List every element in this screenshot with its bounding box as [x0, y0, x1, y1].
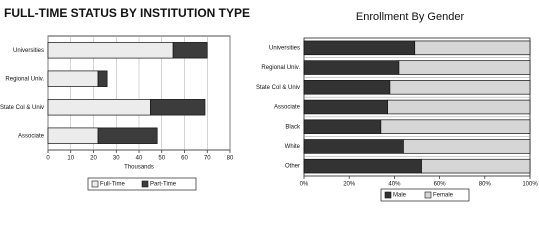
x-tick-label: 10 — [67, 156, 74, 162]
y-tick-label: Universities — [13, 48, 44, 54]
legend-frame — [87, 177, 197, 191]
x-tick-label: 80 — [227, 156, 234, 162]
legend-label: Part-Time — [150, 182, 177, 188]
x-tick-label: 0% — [300, 182, 309, 188]
x-tick-label: 60% — [434, 182, 447, 188]
bar — [380, 119, 531, 134]
legend-label: Male — [393, 193, 407, 199]
x-tick-label: 20% — [343, 182, 356, 188]
x-axis-label: Thousands — [124, 165, 154, 171]
bar — [403, 139, 531, 154]
x-tick-label: 70 — [204, 156, 211, 162]
page: FULL-TIME STATUS BY INSTITUTION TYPE Enr… — [0, 6, 538, 202]
bar — [303, 119, 382, 134]
y-tick-label: State Col & Univ — [256, 85, 300, 91]
bar — [303, 158, 422, 174]
y-tick-label: Universities — [269, 45, 300, 51]
y-tick-label: Black — [285, 124, 301, 130]
x-tick-label: 100% — [522, 182, 538, 188]
bar — [303, 60, 400, 75]
x-tick-label: 40% — [388, 182, 401, 188]
y-tick-label: White — [285, 144, 301, 150]
bar — [303, 40, 416, 56]
y-tick-label: Other — [285, 164, 300, 170]
chart-title: Enrollment By Gender — [356, 11, 465, 23]
legend-swatch — [384, 191, 392, 199]
y-tick-label: Associate — [274, 105, 301, 111]
y-tick-label: Regional Univ. — [5, 76, 44, 82]
bar — [414, 40, 531, 56]
x-tick-label: 30 — [113, 156, 120, 162]
bar — [47, 70, 99, 87]
x-tick-label: 20 — [90, 156, 97, 162]
bar — [172, 42, 208, 59]
y-tick-label: Regional Univ. — [261, 65, 300, 71]
bar — [47, 99, 151, 116]
legend-swatch — [91, 180, 99, 188]
bar — [421, 158, 531, 174]
x-tick-label: 60 — [181, 156, 188, 162]
bar — [398, 60, 531, 75]
y-tick-label: State Col & Univ — [0, 105, 44, 111]
bar — [303, 80, 391, 95]
bar — [150, 99, 206, 116]
legend-frame — [380, 188, 470, 202]
legend-swatch — [424, 191, 432, 199]
bar — [303, 99, 388, 115]
bar — [303, 139, 404, 154]
bar — [47, 42, 174, 59]
legend-swatch — [141, 180, 149, 188]
x-tick-label: 50 — [158, 156, 165, 162]
chart-title: FULL-TIME STATUS BY INSTITUTION TYPE — [4, 6, 250, 20]
y-tick-label: Associate — [18, 133, 45, 139]
bar — [97, 127, 158, 144]
x-tick-label: 40 — [136, 156, 143, 162]
bar — [47, 127, 99, 144]
bar — [97, 70, 108, 87]
bar — [387, 99, 531, 115]
legend-label: Full-Time — [100, 182, 125, 188]
x-tick-label: 80% — [479, 182, 492, 188]
legend-label: Female — [433, 193, 454, 199]
x-tick-label: 0 — [46, 156, 50, 162]
bar — [389, 80, 531, 95]
